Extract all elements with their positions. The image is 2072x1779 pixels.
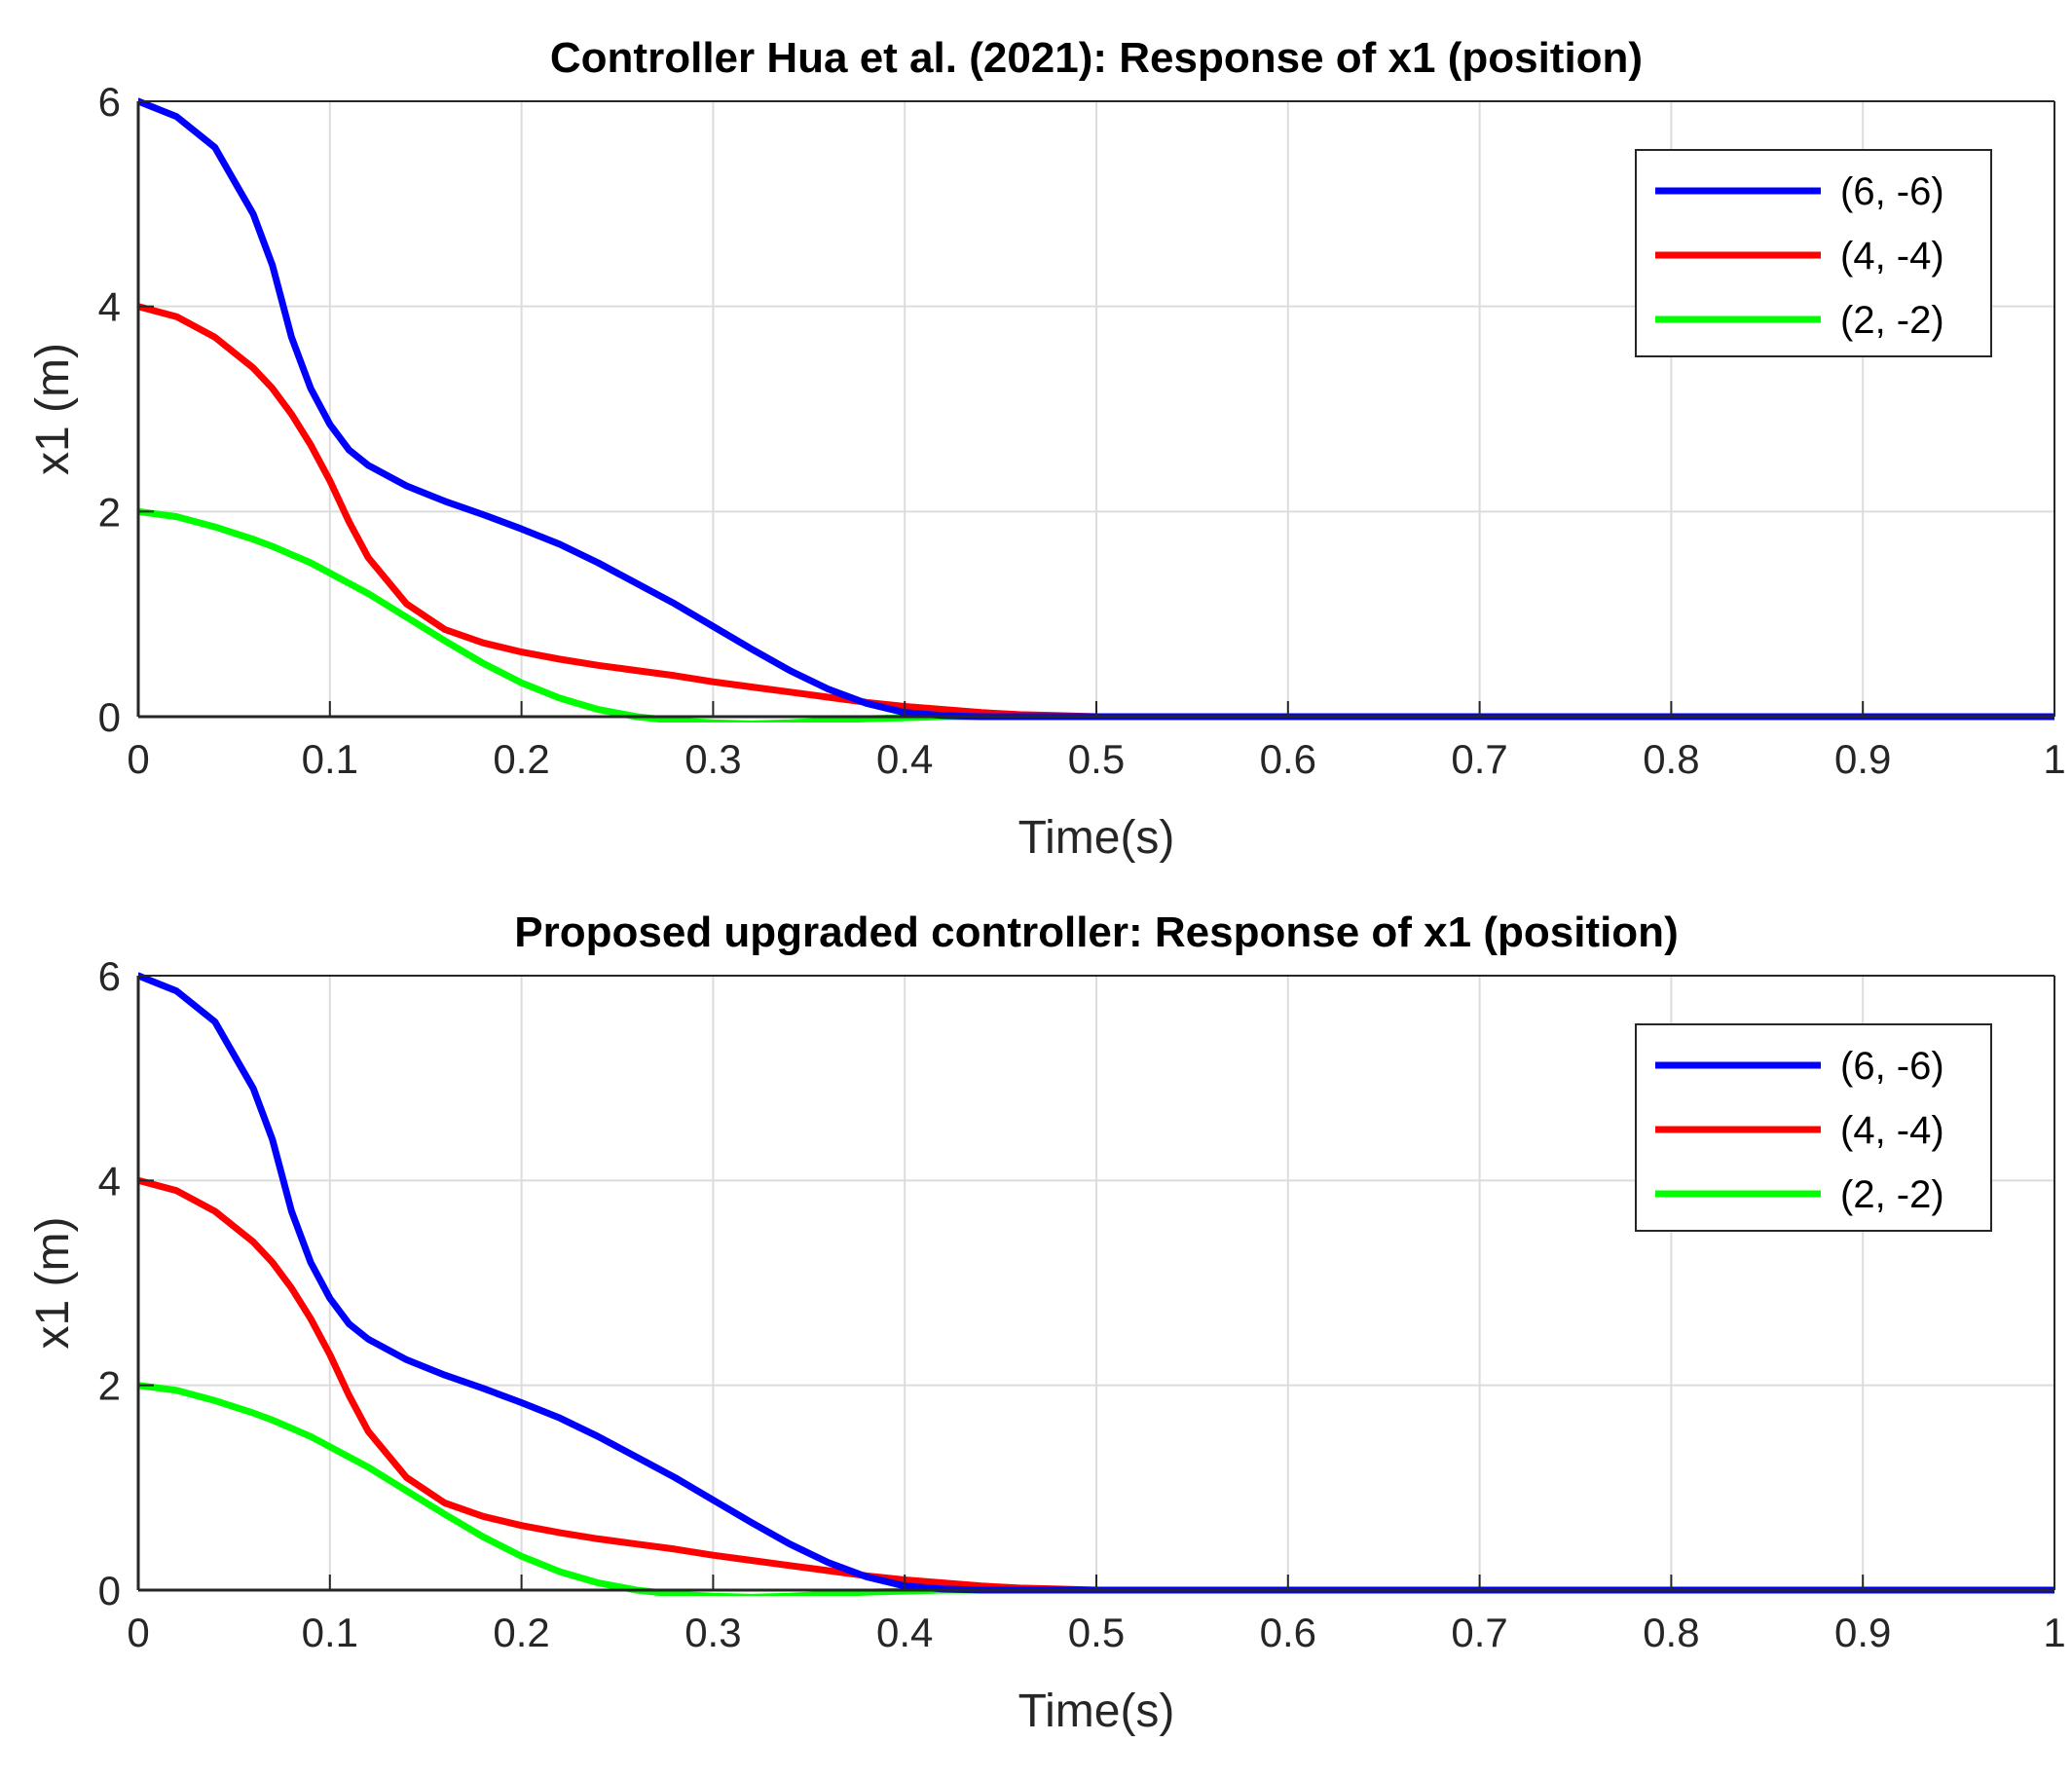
x-tick-label: 0.8 [1643, 736, 1699, 782]
x-tick-label: 0.6 [1260, 736, 1316, 782]
y-tick-label: 6 [98, 953, 121, 999]
y-tick-label: 2 [98, 1363, 121, 1409]
legend-label: (4, -4) [1840, 235, 1944, 278]
legend-label: (6, -6) [1840, 170, 1944, 213]
x-tick-label: 0.3 [684, 1610, 741, 1655]
x-tick-label: 0.6 [1260, 1610, 1316, 1655]
x-tick-label: 0.4 [876, 736, 933, 782]
x-tick-label: 0.5 [1068, 736, 1125, 782]
x-tick-label: 0.2 [493, 736, 549, 782]
y-tick-label: 0 [98, 694, 121, 740]
legend: (6, -6) (4, -4) (2, -2) [1635, 149, 1992, 357]
legend-label: (2, -2) [1840, 299, 1944, 342]
y-tick-label: 4 [98, 284, 121, 330]
x-tick-label: 0.4 [876, 1610, 933, 1655]
x-tick-label: 0.1 [302, 1610, 358, 1655]
legend-label: (4, -4) [1840, 1109, 1944, 1152]
y-tick-label: 2 [98, 489, 121, 535]
chart-title: Controller Hua et al. (2021): Response o… [550, 34, 1643, 82]
x-tick-label: 1 [2043, 736, 2065, 782]
x-tick-label: 0.1 [302, 736, 358, 782]
chart-title: Proposed upgraded controller: Response o… [514, 908, 1678, 956]
y-axis-label: x1 (m) [27, 343, 79, 475]
x-tick-label: 0.8 [1643, 1610, 1699, 1655]
y-tick-label: 4 [98, 1158, 121, 1204]
x-tick-label: 0.9 [1834, 736, 1891, 782]
x-tick-label: 0.2 [493, 1610, 549, 1655]
x-tick-label: 0.3 [684, 736, 741, 782]
legend-label: (6, -6) [1840, 1045, 1944, 1088]
x-tick-label: 0 [127, 736, 149, 782]
x-tick-label: 0.9 [1834, 1610, 1891, 1655]
x-tick-label: 0.7 [1451, 1610, 1507, 1655]
x-tick-label: 0.7 [1451, 736, 1507, 782]
panel-bottom: 0 0.1 0.2 0.3 0.4 0.5 0.6 0.7 0.8 0.9 1 0 2 4 6 Propose… [27, 908, 2066, 1737]
x-tick-label: 0 [127, 1610, 149, 1655]
x-tick-label: 0.5 [1068, 1610, 1125, 1655]
legend-label: (2, -2) [1840, 1173, 1944, 1216]
panel-top: 0 0.1 0.2 0.3 0.4 0.5 0.6 0.7 0.8 0.9 1 0 2 4 6 Control… [27, 34, 2066, 864]
x-axis-label: Time(s) [1018, 1686, 1175, 1737]
x-tick-label: 1 [2043, 1610, 2065, 1655]
y-tick-label: 6 [98, 79, 121, 125]
y-tick-label: 0 [98, 1568, 121, 1613]
legend: (6, -6) (4, -4) (2, -2) [1635, 1023, 1992, 1232]
y-axis-label: x1 (m) [27, 1217, 79, 1350]
x-axis-label: Time(s) [1018, 812, 1175, 864]
